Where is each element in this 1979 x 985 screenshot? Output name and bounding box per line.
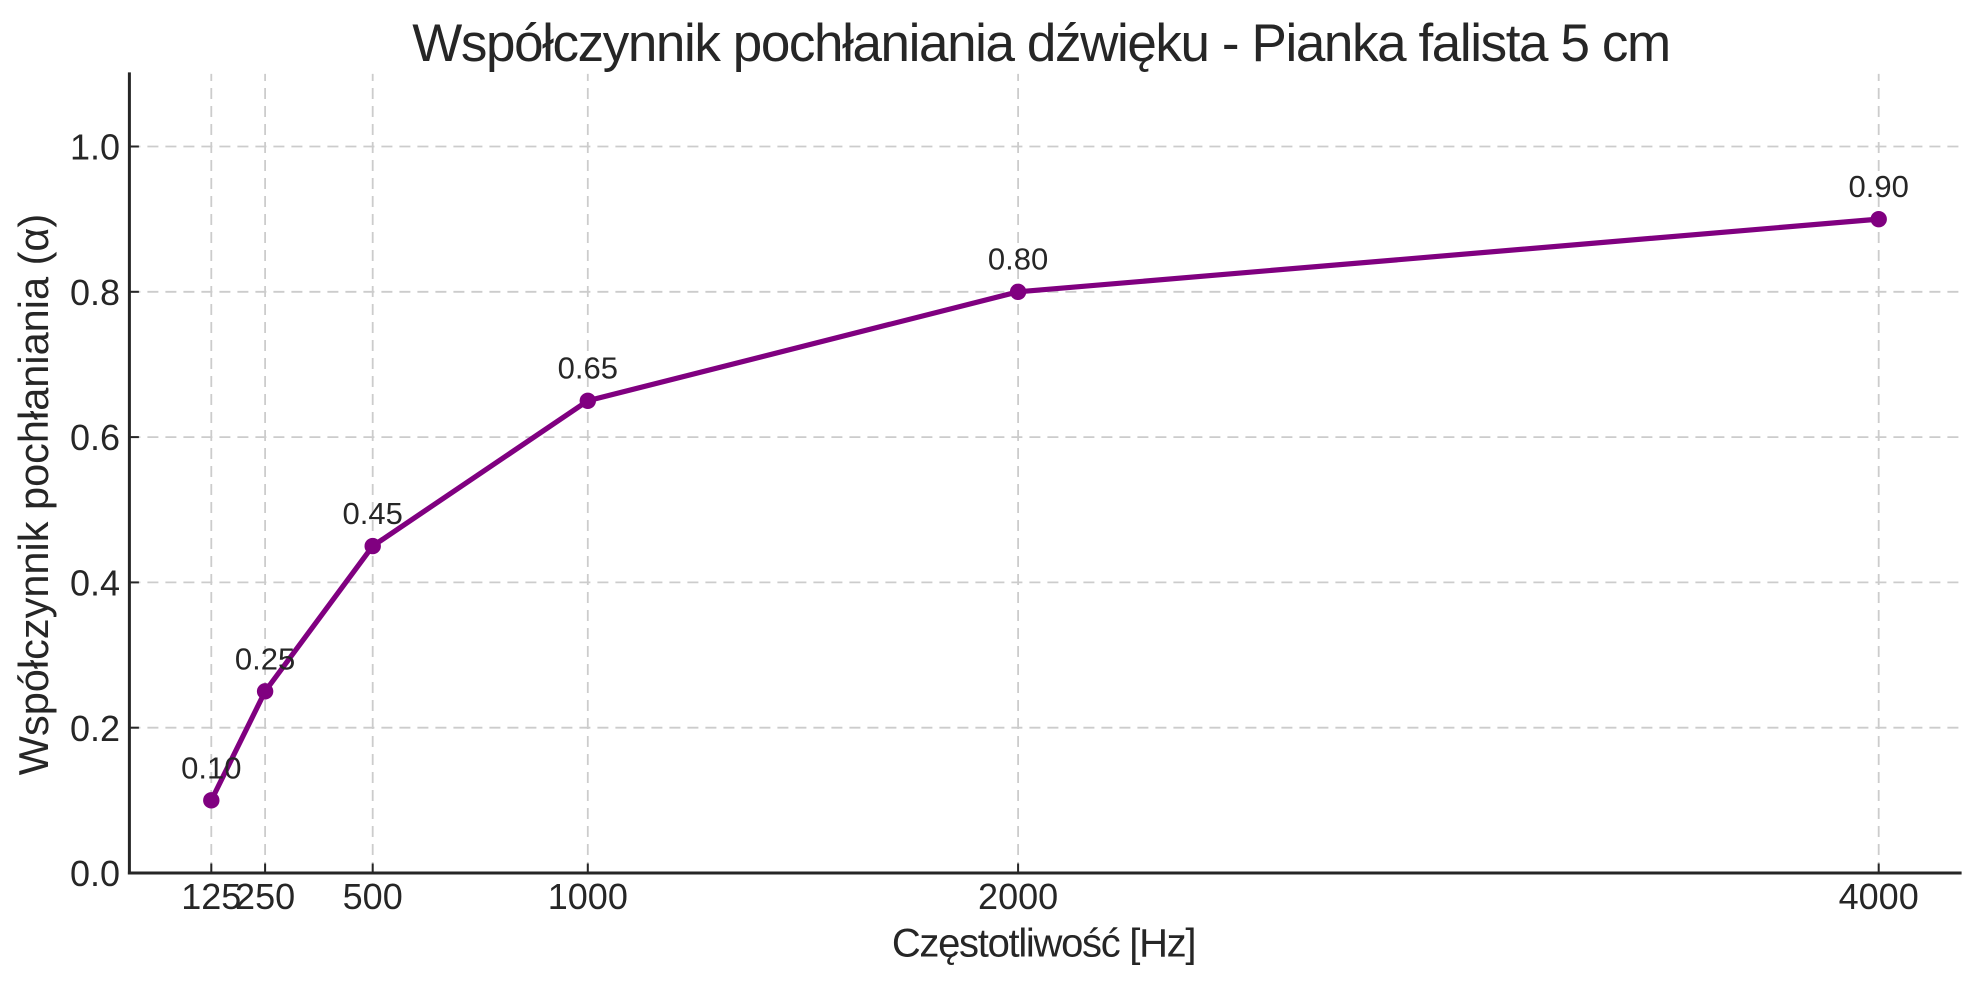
svg-text:0.80: 0.80 bbox=[988, 242, 1048, 277]
svg-text:0.90: 0.90 bbox=[1849, 169, 1909, 204]
svg-text:4000: 4000 bbox=[1839, 876, 1919, 917]
svg-text:2000: 2000 bbox=[978, 876, 1058, 917]
svg-text:Współczynnik pochłaniania dźwi: Współczynnik pochłaniania dźwięku - Pian… bbox=[412, 14, 1669, 73]
svg-text:0.10: 0.10 bbox=[181, 750, 241, 785]
svg-text:1.0: 1.0 bbox=[70, 127, 120, 168]
svg-text:0.6: 0.6 bbox=[70, 417, 120, 458]
svg-text:0.65: 0.65 bbox=[558, 351, 618, 386]
svg-text:250: 250 bbox=[235, 876, 295, 917]
svg-text:0.25: 0.25 bbox=[235, 641, 295, 676]
svg-text:125: 125 bbox=[181, 876, 241, 917]
svg-text:500: 500 bbox=[343, 876, 403, 917]
svg-text:Częstotliwość [Hz]: Częstotliwość [Hz] bbox=[892, 922, 1195, 966]
svg-text:0.0: 0.0 bbox=[70, 853, 120, 894]
svg-text:1000: 1000 bbox=[548, 876, 628, 917]
svg-text:0.2: 0.2 bbox=[70, 708, 120, 749]
svg-text:0.8: 0.8 bbox=[70, 272, 120, 313]
svg-text:0.4: 0.4 bbox=[70, 563, 120, 604]
svg-text:0.45: 0.45 bbox=[343, 496, 403, 531]
svg-text:Współczynnik pochłaniania (α): Współczynnik pochłaniania (α) bbox=[10, 214, 57, 775]
